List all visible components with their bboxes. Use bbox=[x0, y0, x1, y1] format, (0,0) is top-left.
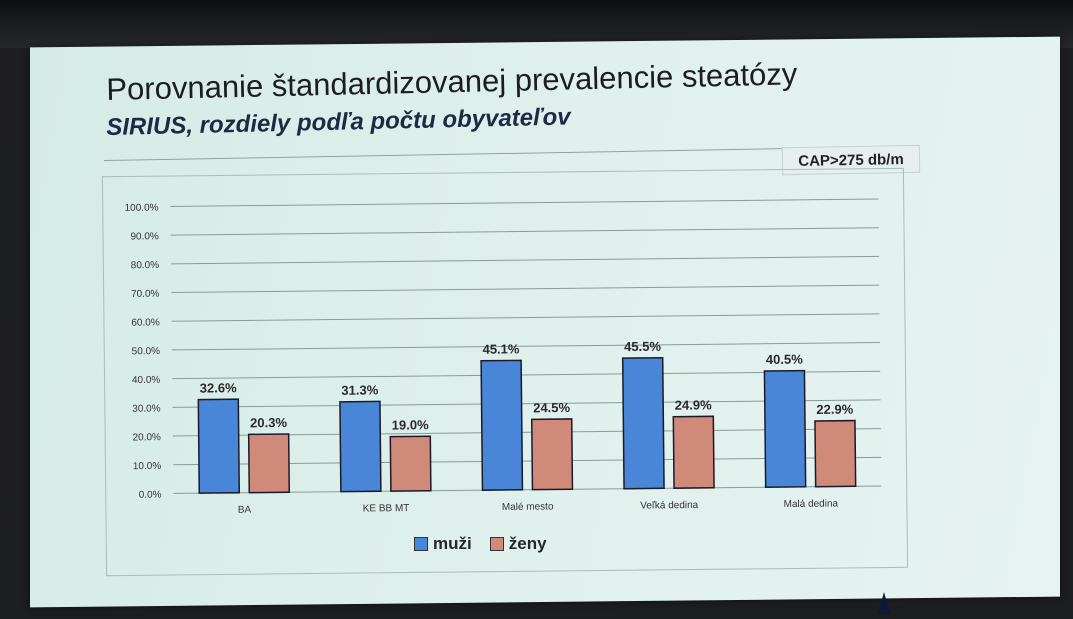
gridline bbox=[170, 198, 879, 207]
data-label: 19.0% bbox=[392, 417, 429, 432]
bar-zeny bbox=[814, 419, 857, 488]
y-tick-label: 90.0% bbox=[130, 231, 159, 242]
x-category-label: KE BB MT bbox=[363, 503, 410, 514]
legend-swatch-zeny bbox=[489, 537, 504, 551]
gridline bbox=[170, 227, 879, 236]
data-label: 32.6% bbox=[200, 380, 237, 395]
legend-item-zeny: ženy bbox=[489, 534, 547, 554]
y-tick-label: 30.0% bbox=[132, 403, 161, 414]
legend-label-muzi: muži bbox=[433, 534, 472, 553]
gridline bbox=[171, 255, 880, 265]
gridline bbox=[172, 399, 881, 408]
y-tick-label: 70.0% bbox=[131, 289, 160, 300]
data-label: 24.9% bbox=[675, 397, 712, 412]
data-label: 24.5% bbox=[533, 400, 570, 415]
x-category-label: BA bbox=[238, 505, 252, 516]
gridline bbox=[172, 428, 881, 437]
y-tick-label: 100.0% bbox=[125, 203, 159, 214]
data-label: 40.5% bbox=[766, 352, 803, 367]
legend-label-zeny: ženy bbox=[508, 534, 547, 553]
gridline bbox=[172, 370, 881, 380]
chart-legend: muži ženy bbox=[414, 534, 547, 554]
bar-zeny bbox=[672, 415, 715, 489]
bar-zeny bbox=[530, 418, 574, 491]
data-label: 45.5% bbox=[624, 339, 661, 354]
bar-zeny bbox=[389, 435, 432, 492]
y-tick-label: 0.0% bbox=[139, 490, 162, 501]
bar-muzi bbox=[763, 369, 807, 488]
gridline bbox=[171, 313, 880, 322]
x-category-label: Veľká dedina bbox=[640, 500, 699, 512]
bar-muzi bbox=[339, 400, 382, 493]
gridline bbox=[171, 342, 880, 351]
bar-muzi bbox=[621, 356, 665, 490]
x-category-label: Malá dedina bbox=[784, 498, 839, 510]
bar-muzi bbox=[197, 398, 241, 494]
legend-item-muzi: muži bbox=[414, 534, 472, 554]
bar-zeny bbox=[247, 433, 291, 494]
y-tick-label: 10.0% bbox=[133, 461, 162, 472]
data-label: 22.9% bbox=[816, 402, 853, 417]
gridline bbox=[173, 485, 882, 494]
data-label: 31.3% bbox=[341, 382, 378, 397]
legend-swatch-muzi bbox=[414, 537, 428, 551]
x-category-label: Malé mesto bbox=[502, 501, 554, 513]
y-tick-label: 60.0% bbox=[131, 317, 160, 328]
data-label: 20.3% bbox=[250, 415, 287, 430]
y-tick-label: 40.0% bbox=[132, 375, 161, 386]
bar-muzi bbox=[480, 359, 524, 491]
y-tick-label: 50.0% bbox=[132, 346, 161, 357]
y-tick-label: 80.0% bbox=[131, 260, 160, 271]
gridline bbox=[171, 284, 880, 294]
gridline bbox=[173, 456, 882, 466]
y-tick-label: 20.0% bbox=[132, 432, 161, 443]
mouse-pointer-icon bbox=[878, 592, 890, 614]
data-label: 45.1% bbox=[482, 341, 519, 356]
